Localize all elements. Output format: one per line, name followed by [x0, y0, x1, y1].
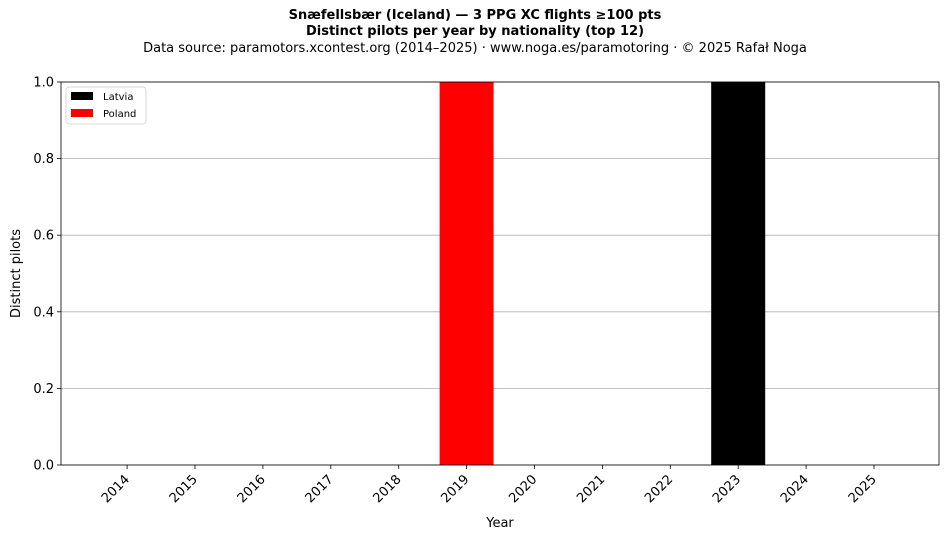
y-tick-label: 0.4: [33, 305, 54, 320]
legend-label-poland: Poland: [103, 109, 136, 120]
legend-swatch-poland: [71, 109, 93, 117]
x-axis-label: Year: [485, 516, 514, 531]
legend: Latvia Poland: [65, 86, 147, 125]
y-tick-label: 0.2: [33, 382, 54, 397]
y-tick-label: 0.8: [33, 152, 54, 167]
legend-label-latvia: Latvia: [103, 92, 133, 103]
chart-title-block: Snæfellsbær (Iceland) — 3 PPG XC flights…: [0, 8, 950, 58]
bar-latvia-2023: [711, 82, 766, 465]
x-tick-label: 2022: [642, 472, 676, 506]
chart-title-line2: Distinct pilots per year by nationality …: [305, 24, 645, 39]
chart-title-line1: Snæfellsbær (Iceland) — 3 PPG XC flights…: [288, 8, 662, 23]
x-tick-label: 2017: [303, 472, 337, 506]
x-tick-label: 2014: [99, 472, 133, 506]
y-axis-label: Distinct pilots: [9, 229, 24, 318]
x-tick-label: 2020: [506, 472, 540, 506]
x-tick-label: 2016: [235, 472, 269, 506]
y-tick-label: 1.0: [33, 76, 54, 91]
legend-swatch-latvia: [71, 92, 93, 100]
y-tick-label: 0.0: [33, 459, 54, 474]
x-tick-label: 2025: [846, 472, 880, 506]
x-tick-label: 2024: [778, 472, 812, 506]
x-tick-label: 2023: [710, 472, 744, 506]
plot-area: [61, 82, 939, 465]
x-tick-label: 2021: [574, 472, 608, 506]
axes-frame: [60, 81, 940, 466]
bar-poland-2019: [439, 82, 494, 465]
x-tick-label: 2015: [167, 472, 201, 506]
x-tick-label: 2018: [371, 472, 405, 506]
x-tick-label: 2019: [438, 472, 472, 506]
chart-subtitle: Data source: paramotors.xcontest.org (20…: [143, 41, 807, 56]
y-tick-label: 0.6: [33, 229, 54, 244]
